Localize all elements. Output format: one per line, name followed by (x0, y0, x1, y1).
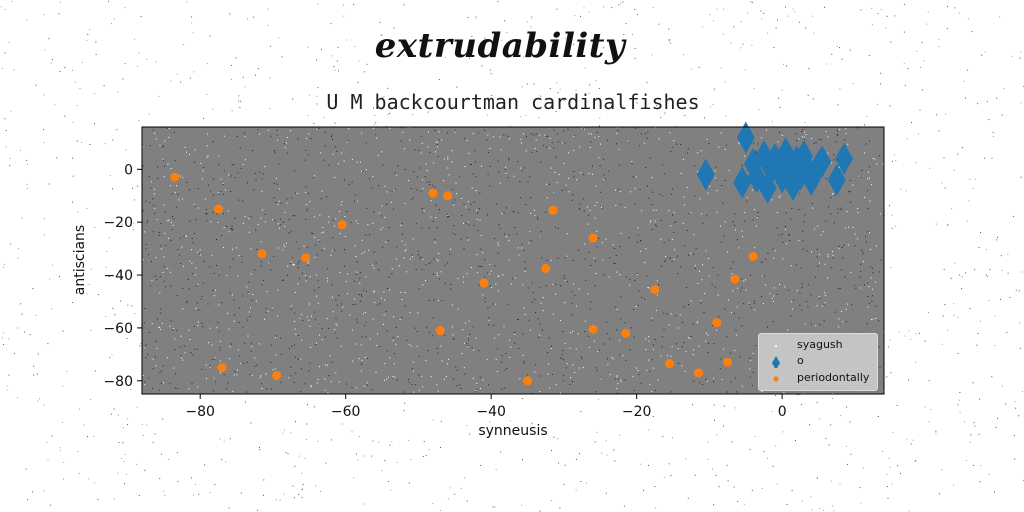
point-periodontally-16 (621, 328, 631, 338)
x-axis-label: synneusis (478, 423, 548, 439)
legend-marker-o (772, 356, 780, 368)
legend-marker-periodontally (773, 376, 779, 382)
point-periodontally-4 (272, 370, 282, 380)
y-tick-label-3: −20 (103, 215, 133, 231)
point-periodontally-1 (213, 204, 223, 214)
point-o-20 (827, 163, 846, 196)
point-periodontally-22 (730, 274, 740, 284)
y-axis-label: antiscians (72, 224, 88, 296)
figure-title: extrudability (374, 26, 626, 66)
point-periodontally-2 (217, 363, 227, 373)
point-periodontally-23 (748, 252, 758, 262)
point-periodontally-6 (337, 220, 347, 230)
legend-label-periodontally: periodontally (797, 371, 870, 384)
point-periodontally-7 (428, 188, 438, 198)
point-periodontally-21 (723, 357, 733, 367)
x-tick-label-2: −40 (476, 404, 506, 420)
y-tick-label-0: −80 (103, 374, 133, 390)
point-periodontally-8 (435, 326, 445, 336)
y-tick-label-4: 0 (124, 162, 133, 178)
point-periodontally-15 (588, 324, 598, 334)
point-periodontally-5 (301, 253, 311, 263)
point-periodontally-11 (523, 376, 533, 386)
x-tick-label-1: −60 (331, 404, 361, 420)
legend-item-syagush: syagush (759, 338, 877, 354)
y-tick-label-2: −40 (103, 268, 133, 284)
point-o-21 (834, 142, 853, 175)
point-periodontally-14 (588, 233, 598, 243)
legend-item-periodontally: periodontally (759, 371, 877, 387)
point-o-0 (696, 158, 715, 191)
point-o-2 (733, 166, 752, 199)
legend-label-o: o (797, 354, 804, 367)
y-tick-label-1: −60 (103, 321, 133, 337)
legend-item-o: o (759, 354, 877, 370)
point-periodontally-9 (443, 191, 453, 201)
point-periodontally-17 (650, 285, 660, 295)
x-tick-label-4: 0 (778, 404, 787, 420)
plot-frame (141, 126, 885, 395)
point-o-19 (813, 145, 832, 178)
point-periodontally-10 (479, 278, 489, 288)
point-periodontally-20 (712, 318, 722, 328)
x-tick-label-3: −20 (622, 404, 652, 420)
point-periodontally-19 (694, 368, 703, 378)
point-periodontally-12 (541, 263, 551, 273)
point-periodontally-0 (170, 172, 180, 182)
x-tick-label-0: −80 (185, 404, 215, 420)
legend-label-syagush: syagush (797, 338, 843, 351)
point-o-1 (736, 121, 755, 154)
legend-marker-syagush (775, 345, 777, 347)
legend: syagush o periodontally (758, 333, 878, 391)
point-periodontally-18 (664, 359, 674, 369)
chart-title: U M backcourtman cardinalfishes (326, 90, 700, 114)
point-periodontally-13 (548, 205, 558, 215)
point-periodontally-3 (257, 249, 267, 259)
